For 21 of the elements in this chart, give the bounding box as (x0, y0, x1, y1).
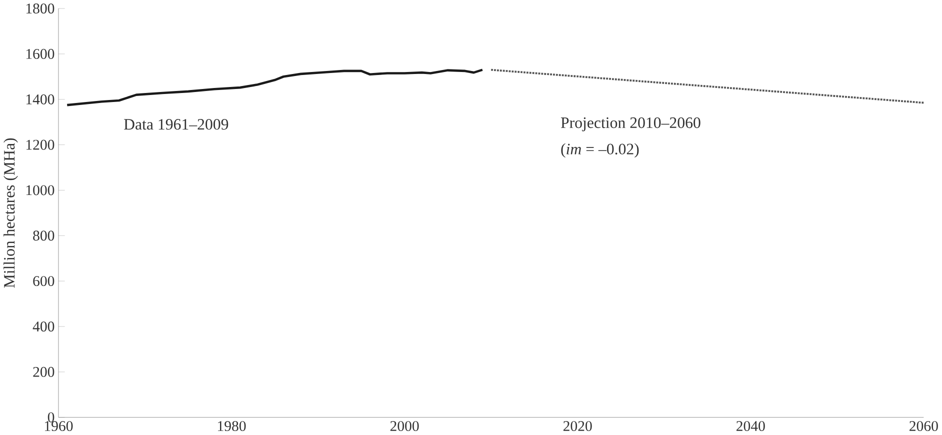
line-series (66, 68, 484, 106)
x-tick-label: 2040 (736, 421, 765, 432)
y-tick-label: 1800 (26, 4, 54, 14)
y-tick-label: 0 (48, 412, 54, 423)
x-tick-label: 1980 (218, 421, 246, 432)
y-tick-label: 1600 (26, 49, 54, 60)
y-tick-label: 600 (33, 276, 54, 286)
x-tick-label: 2060 (910, 421, 938, 432)
y-tick-label: 800 (33, 230, 54, 241)
x-tick-label: 1960 (44, 421, 73, 432)
y-tick-label: 200 (33, 367, 54, 378)
annotation: Data 1961–2009 (124, 119, 228, 130)
x-tick-label: 2020 (563, 421, 592, 432)
annotation: Projection 2010–2060 (560, 118, 700, 132)
y-tick-label: 1400 (26, 94, 54, 105)
y-tick-label: 400 (32, 322, 54, 332)
annotation: (im = –0.02) (561, 143, 639, 158)
y-tick-label: 1200 (26, 140, 54, 150)
y-tick-label: 1000 (26, 185, 54, 196)
x-tick-label: 2000 (390, 421, 419, 432)
y-axis-title: Million hectares (MHa) (4, 138, 18, 288)
